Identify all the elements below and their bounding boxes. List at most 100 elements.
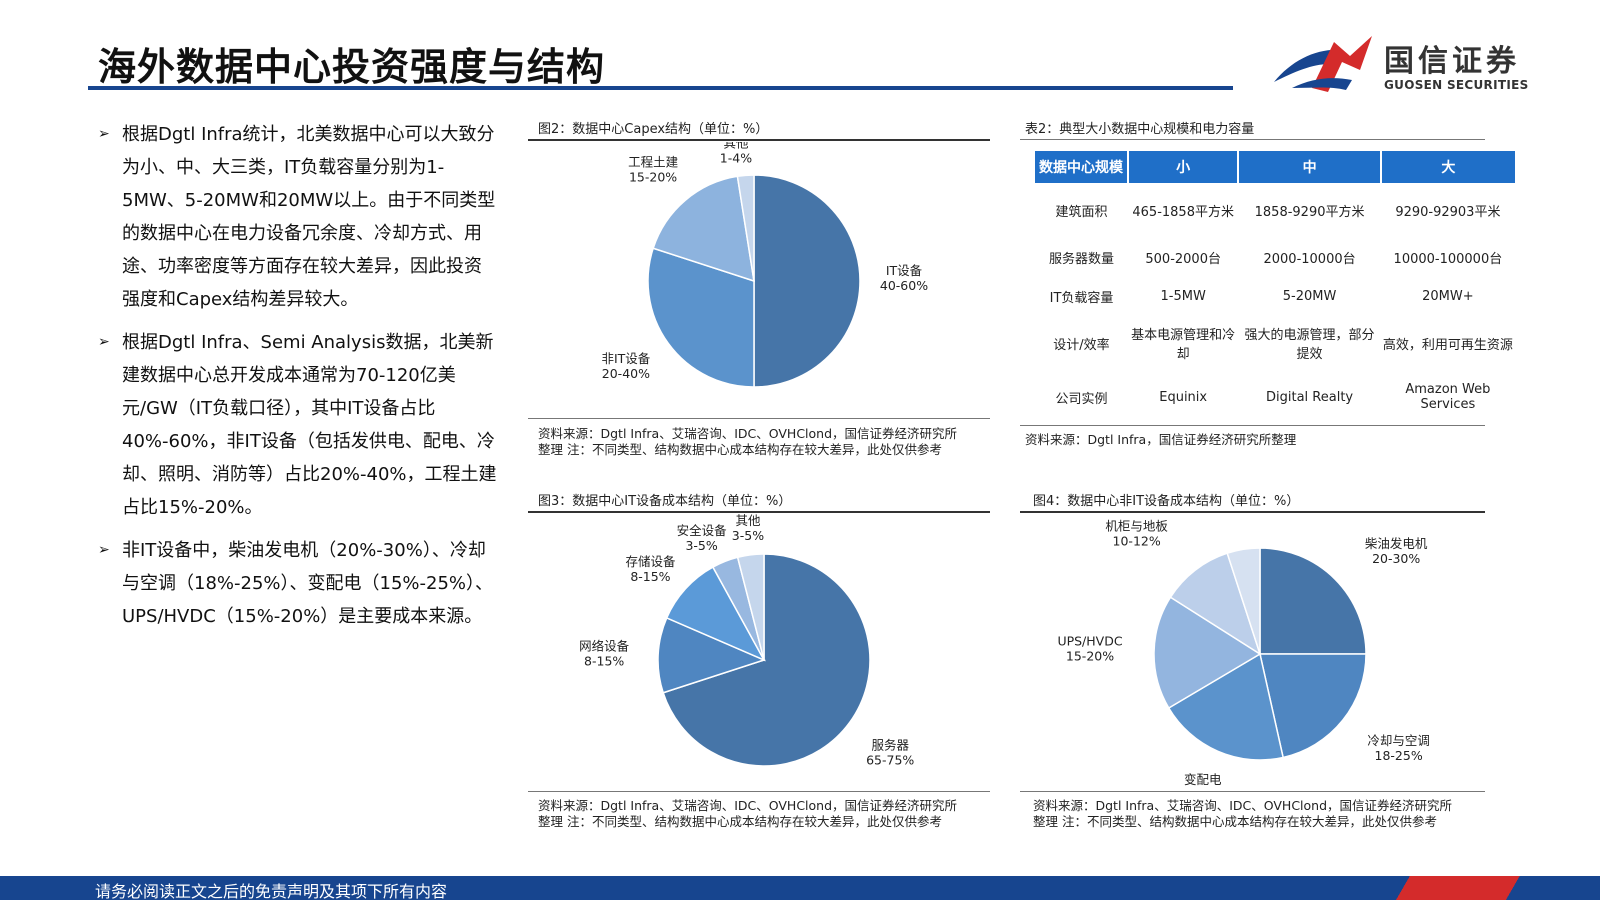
table-cell: 20MW+: [1422, 288, 1474, 304]
slice-label: 网络设备 8-15%: [579, 639, 630, 669]
pie-slice: [647, 247, 755, 388]
table-cell: 建筑面积: [1055, 204, 1108, 220]
table-header-cell: 中: [1238, 151, 1382, 183]
fig4-top-rule: [1020, 511, 1485, 513]
pie-slice: [1167, 652, 1285, 761]
fig3-top-rule: [528, 511, 990, 513]
pie-slice: [652, 175, 755, 283]
table-cell: 公司实例: [1055, 391, 1108, 407]
table-row: IT负载容量 1-5MW 5-20MW 20MW+: [1035, 277, 1515, 315]
pie-slice: [1259, 547, 1367, 655]
pie-slice: [1169, 552, 1262, 656]
fig3-source: 资料来源：Dgtl Infra、艾瑞咨询、IDC、OVHClond，国信证券经济…: [538, 798, 957, 830]
fig3-source-line2: 整理 注：不同类型、结构数据中心成本结构存在较大差异，此处仅供参考: [538, 814, 942, 829]
table-cell: 设计/效率: [1053, 337, 1110, 353]
slice-label: 照明消防与其他3-5%: [1207, 514, 1295, 516]
slice-label: 安全设备 3-5%: [677, 523, 728, 553]
pie-slice: [736, 174, 755, 282]
table-cell: 500-2000台: [1145, 251, 1221, 267]
pie-slice: [1259, 653, 1367, 759]
table-cell: 2000-10000台: [1263, 251, 1356, 267]
fig2-source-line1: 资料来源：Dgtl Infra、艾瑞咨询、IDC、OVHClond，国信证券经济…: [538, 426, 958, 441]
bullet-text: 根据Dgtl Infra、Semi Analysis数据，北美新建数据中心总开发…: [122, 332, 497, 518]
pie-slice: [662, 553, 871, 767]
bullet-list: ➢ 根据Dgtl Infra统计，北美数据中心可以大致分为小、中、大三类，IT负…: [98, 118, 498, 643]
arrow-bullet-icon: ➢: [98, 542, 110, 558]
bullet-text: 非IT设备中，柴油发电机（20%-30%）、冷却与空调（18%-25%）、变配电…: [122, 540, 494, 627]
slice-label: 冷却与空调 18-25%: [1367, 733, 1430, 763]
slice-label: 其他 1-4%: [720, 142, 752, 165]
fig2-source-line2: 整理 注：不同类型、结构数据中心成本结构存在较大差异，此处仅供参考: [538, 442, 942, 457]
table2-source: 资料来源：Dgtl Infra，国信证券经济研究所整理: [1025, 432, 1297, 447]
fig3-bottom-rule: [528, 791, 990, 792]
fig3-caption: 图3：数据中心IT设备成本结构（单位：%）: [538, 494, 792, 509]
slice-label: 存储设备 8-15%: [625, 554, 676, 584]
slice-label: 其他 3-5%: [732, 514, 764, 543]
table2-top-rule: [1020, 139, 1485, 140]
logo-mark-icon: [1274, 36, 1372, 92]
slice-label: 非IT设备 20-40%: [601, 351, 650, 381]
slice-label: UPS/HVDC 15-20%: [1057, 634, 1122, 664]
table-header-cell: 大: [1380, 151, 1515, 183]
company-logo: 国信证券 GUOSEN SECURITIES: [1272, 30, 1572, 100]
bullet-item: ➢ 非IT设备中，柴油发电机（20%-30%）、冷却与空调（18%-25%）、变…: [98, 534, 498, 633]
table-row: 公司实例 Equinix Digital Realty Amazon Web S…: [1035, 371, 1515, 423]
fig4-source: 资料来源：Dgtl Infra、艾瑞咨询、IDC、OVHClond，国信证券经济…: [1033, 798, 1452, 830]
fig2-pie-chart: IT设备 40-60% 非IT设备 20-40% 工程土建 15-20% 其他 1-4%: [601, 142, 928, 388]
arrow-bullet-icon: ➢: [98, 334, 110, 350]
fig2-caption: 图2：数据中心Capex结构（单位：%）: [538, 122, 769, 137]
bullet-item: ➢ 根据Dgtl Infra统计，北美数据中心可以大致分为小、中、大三类，IT负…: [98, 118, 498, 316]
table-row: 设计/效率 基本电源管理和冷却 强大的电源管理，部分提效 高效，利用可再生资源: [1035, 315, 1515, 371]
logo-chinese-name: 国信证券: [1384, 44, 1520, 79]
slice-label: 柴油发电机 20-30%: [1365, 536, 1428, 566]
pie-slice: [1153, 596, 1262, 709]
table-cell: 9290-92903平米: [1395, 204, 1501, 220]
table-cell: 1-5MW: [1160, 288, 1206, 304]
slice-label: 服务器 65-75%: [866, 738, 914, 768]
slice-label: IT设备 40-60%: [880, 263, 928, 293]
table-cell: Digital Realty: [1266, 389, 1354, 405]
logo-english-name: GUOSEN SECURITIES: [1384, 78, 1529, 92]
table-cell: 高效，利用可再生资源: [1382, 337, 1513, 353]
table-cell: 1858-9290平方米: [1254, 204, 1365, 220]
table-cell: 10000-100000台: [1393, 251, 1503, 267]
pie-slice: [665, 566, 766, 662]
fig2-bottom-rule: [528, 418, 990, 419]
table-cell: 服务器数量: [1048, 251, 1114, 267]
footer-accent: [1300, 876, 1600, 900]
pie-slice: [1226, 547, 1261, 655]
fig4-source-line2: 整理 注：不同类型、结构数据中心成本结构存在较大差异，此处仅供参考: [1033, 814, 1437, 829]
fig4-bottom-rule: [1020, 791, 1485, 792]
slice-label: 变配电15-25%: [1179, 772, 1227, 786]
slice-label: 工程土建 15-20%: [628, 155, 679, 185]
datacenter-scale-table: 数据中心规模 小 中 大 建筑面积 465-1858平方米 1858-9290平…: [1035, 151, 1515, 423]
fig4-source-line1: 资料来源：Dgtl Infra、艾瑞咨询、IDC、OVHClond，国信证券经济…: [1033, 798, 1453, 813]
bullet-item: ➢ 根据Dgtl Infra、Semi Analysis数据，北美新建数据中心总…: [98, 326, 498, 524]
table-cell: 5-20MW: [1282, 288, 1337, 304]
table-header-cell: 数据中心规模: [1035, 151, 1129, 183]
footer-bar: 请务必阅读正文之后的免责声明及其项下所有内容: [0, 876, 1600, 901]
footer-disclaimer: 请务必阅读正文之后的免责声明及其项下所有内容: [95, 882, 448, 901]
pie-slice: [753, 174, 861, 388]
table-row: 服务器数量 500-2000台 2000-10000台 10000-100000…: [1035, 237, 1515, 277]
fig2-source: 资料来源：Dgtl Infra、艾瑞咨询、IDC、OVHClond，国信证券经济…: [538, 426, 957, 458]
table-header-cell: 小: [1128, 151, 1240, 183]
fig3-source-line1: 资料来源：Dgtl Infra、艾瑞咨询、IDC、OVHClond，国信证券经济…: [538, 798, 958, 813]
fig4-caption: 图4：数据中心非IT设备成本结构（单位：%）: [1033, 494, 1300, 509]
table-cell: 465-1858平方米: [1132, 204, 1234, 220]
arrow-bullet-icon: ➢: [98, 126, 110, 142]
pie-slice: [736, 553, 765, 661]
pie-slice: [657, 616, 767, 694]
fig2-top-rule: [528, 139, 990, 141]
table-header-row: 数据中心规模 小 中 大: [1035, 151, 1515, 183]
table-cell: IT负载容量: [1049, 290, 1114, 306]
page-title: 海外数据中心投资强度与结构: [98, 45, 606, 89]
slice-label: 机柜与地板 10-12%: [1105, 519, 1168, 549]
table-cell: Amazon Web Services: [1405, 382, 1491, 412]
table-cell: 强大的电源管理，部分提效: [1244, 328, 1375, 362]
table2-bottom-rule: [1020, 425, 1485, 426]
table-cell: 基本电源管理和冷却: [1131, 328, 1236, 362]
table-row: 建筑面积 465-1858平方米 1858-9290平方米 9290-92903…: [1035, 183, 1515, 237]
bullet-text: 根据Dgtl Infra统计，北美数据中心可以大致分为小、中、大三类，IT负载容…: [122, 124, 496, 310]
